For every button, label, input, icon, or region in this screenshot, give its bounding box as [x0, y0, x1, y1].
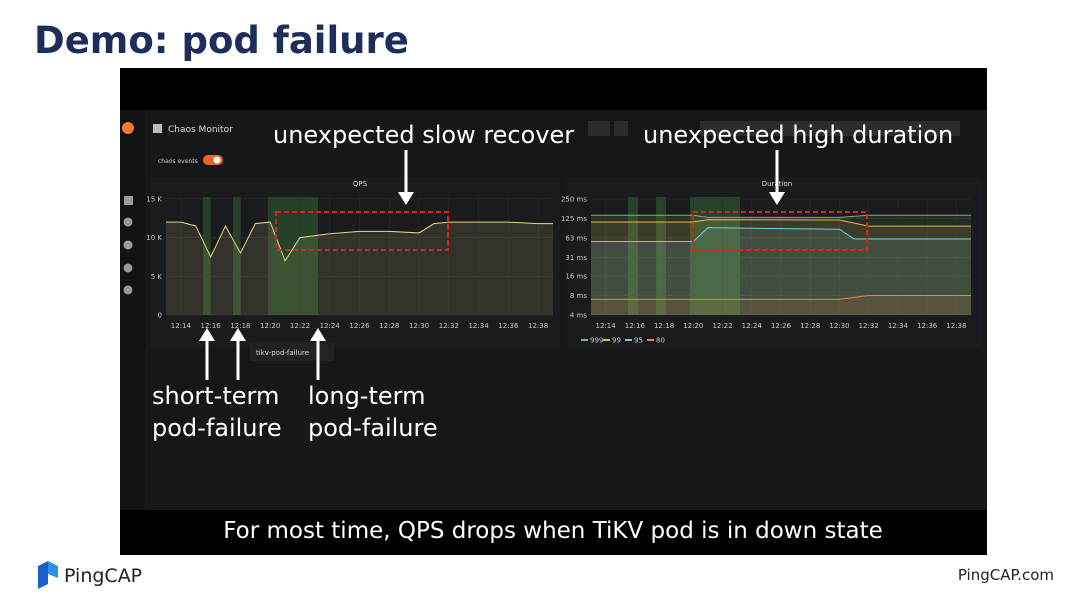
x-tick-label: 12:36 [917, 322, 938, 330]
x-tick-label: 12:18 [230, 322, 250, 330]
pingcap-logo-icon [38, 561, 58, 589]
annotation: unexpected slow recover [273, 121, 574, 149]
y-tick-label: 0 [158, 312, 162, 320]
logo-text: PingCAP [64, 565, 142, 587]
series-area [591, 295, 971, 315]
x-tick-label: 12:26 [349, 322, 370, 330]
event-label: tikv-pod-failure [256, 349, 309, 357]
x-tick-label: 12:20 [260, 322, 280, 330]
series-line [591, 227, 971, 242]
x-tick-label: 12:28 [379, 322, 399, 330]
x-tick-label: 12:30 [409, 322, 429, 330]
series-area [591, 227, 971, 315]
chaos-event-regions [203, 197, 740, 315]
series-line [591, 295, 971, 300]
y-tick-label: 8 ms [570, 292, 587, 300]
legend-label: 999 [590, 337, 603, 345]
y-tick-label: 250 ms [561, 196, 587, 204]
slide-title: Demo: pod failure [34, 19, 409, 62]
y-tick-label: 4 ms [570, 312, 587, 320]
x-tick-label: 12:22 [290, 322, 310, 330]
x-tick-label: 12:24 [742, 322, 763, 330]
y-tick-label: 10 K [146, 234, 162, 242]
series-line [166, 221, 553, 262]
x-tick-label: 12:32 [859, 322, 879, 330]
x-tick-label: 12:34 [468, 322, 489, 330]
annotation: pod-failure [152, 414, 282, 442]
panel-title: QPS [353, 180, 368, 188]
annotation: pod-failure [308, 414, 438, 442]
x-tick-label: 12:32 [439, 322, 459, 330]
x-tick-label: 12:28 [800, 322, 820, 330]
x-tick-label: 12:14 [596, 322, 617, 330]
annotation: long-term [308, 382, 425, 410]
grafana-logo [122, 122, 134, 134]
x-tick-label: 12:16 [625, 322, 646, 330]
toolbar [588, 121, 960, 136]
x-tick-label: 12:26 [771, 322, 792, 330]
annotation: short-term [152, 382, 279, 410]
toggle-knob [213, 156, 221, 164]
x-tick-label: 12:16 [201, 322, 222, 330]
toggle-label: chaos events [158, 158, 198, 165]
y-tick-label: 125 ms [561, 215, 587, 223]
legend-label: 95 [634, 337, 643, 345]
y-tick-label: 31 ms [565, 254, 587, 262]
x-tick-label: 12:24 [320, 322, 341, 330]
annotation: unexpected high duration [643, 121, 953, 149]
arrows [199, 150, 785, 380]
x-tick-label: 12:36 [498, 322, 519, 330]
y-tick-label: 63 ms [565, 234, 587, 242]
legend-label: 99 [612, 337, 621, 345]
series-line [591, 219, 971, 227]
series-line [591, 214, 971, 218]
y-tick-label: 16 ms [565, 273, 587, 281]
x-tick-label: 12:34 [888, 322, 909, 330]
y-tick-label: 15 K [146, 195, 162, 203]
series-area [166, 222, 553, 315]
x-tick-label: 12:38 [528, 322, 548, 330]
legend-label: 80 [656, 337, 665, 345]
series-area [591, 215, 971, 315]
x-tick-label: 12:38 [946, 322, 966, 330]
y-tick-label: 5 K [151, 273, 163, 281]
sidebar [120, 110, 145, 510]
event-tooltip [250, 343, 334, 361]
x-tick-label: 12:14 [171, 322, 192, 330]
dashboard-icon [153, 124, 162, 133]
series-area [591, 219, 971, 315]
footer-url: PingCAP.com [958, 566, 1054, 584]
x-tick-label: 12:22 [712, 322, 732, 330]
dashboard-name[interactable]: Chaos Monitor [168, 125, 233, 135]
x-tick-label: 12:20 [683, 322, 703, 330]
qps-panel [150, 177, 560, 347]
x-tick-label: 12:30 [829, 322, 849, 330]
sidebar-icons [123, 196, 133, 295]
highlight-boxes [275, 211, 868, 251]
caption: For most time, QPS drops when TiKV pod i… [223, 518, 883, 544]
x-tick-label: 12:18 [654, 322, 674, 330]
duration-panel [567, 177, 982, 347]
